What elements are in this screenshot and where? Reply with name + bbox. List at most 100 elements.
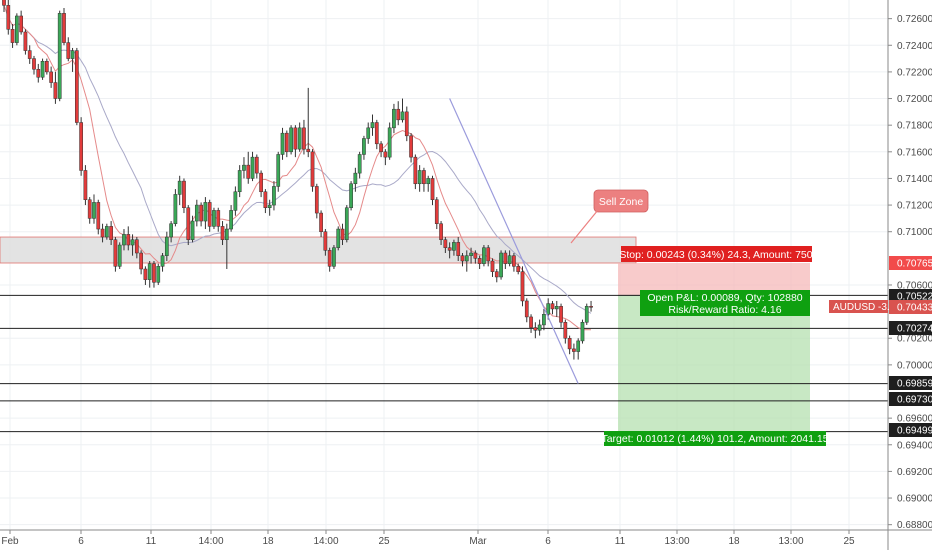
x-tick-label: 14:00 xyxy=(198,536,223,547)
candle xyxy=(259,170,263,198)
price-axis[interactable]: 0.72600 0.72400 0.72200 0.72000 0.71800 0.716… xyxy=(888,14,932,531)
candle-body xyxy=(289,127,293,153)
candle-body xyxy=(280,132,285,155)
candle xyxy=(430,175,435,206)
moving-average-fast xyxy=(3,5,592,331)
x-tick-label: 13:00 xyxy=(664,536,689,547)
candle-body xyxy=(143,268,148,280)
candle xyxy=(190,215,195,243)
candle xyxy=(460,253,465,267)
candle-body xyxy=(117,244,122,267)
candle-body xyxy=(413,156,418,185)
candle xyxy=(559,303,563,328)
candle xyxy=(567,335,572,355)
candle-body xyxy=(310,151,315,187)
candle xyxy=(143,266,148,285)
candle-body xyxy=(259,172,263,193)
x-tick-label: 18 xyxy=(728,536,740,547)
candle-body xyxy=(297,127,302,150)
candle-body xyxy=(23,31,28,51)
risk-area xyxy=(618,263,810,296)
candle-body xyxy=(203,202,208,222)
candle xyxy=(164,231,169,262)
candle-body xyxy=(164,236,169,256)
candle-body xyxy=(550,303,555,310)
candle-body xyxy=(327,250,332,267)
candle xyxy=(220,221,225,246)
candle-body xyxy=(87,199,92,219)
trendline[interactable] xyxy=(449,98,579,384)
candle-body xyxy=(340,228,345,240)
candle xyxy=(237,165,242,198)
candle xyxy=(10,23,15,48)
candle xyxy=(473,250,478,264)
candle-body xyxy=(109,226,113,240)
candle xyxy=(537,319,542,336)
price-label: 0.70765 xyxy=(897,259,932,270)
target-label-bg xyxy=(604,431,826,446)
candle xyxy=(507,250,512,267)
candle-body xyxy=(57,13,62,99)
time-axis[interactable]: Feb 6 11 14:00 18 14:00 25 Mar 6 11 13:00 18 13:00 25 xyxy=(1,530,855,547)
candle-body xyxy=(379,143,383,153)
short-position-tool[interactable] xyxy=(618,263,810,432)
candle xyxy=(370,114,375,136)
candle xyxy=(100,223,105,243)
sell-zone-callout[interactable]: Sell Zone xyxy=(570,189,649,244)
candle-body xyxy=(229,210,233,230)
candle xyxy=(404,106,409,142)
candle xyxy=(267,199,272,216)
candle-body xyxy=(66,42,71,59)
candle-body xyxy=(546,303,551,315)
y-tick-label: 0.69000 xyxy=(897,494,932,505)
candle-body xyxy=(520,271,525,302)
candle xyxy=(6,0,11,35)
candle-body xyxy=(409,135,413,158)
candle-body xyxy=(387,127,392,158)
candle xyxy=(15,13,19,46)
callout-box xyxy=(593,189,649,213)
y-tick-label: 0.71800 xyxy=(897,121,932,132)
candle xyxy=(426,175,431,192)
candle-body xyxy=(396,108,401,121)
candle-body xyxy=(366,127,371,139)
candle xyxy=(147,261,152,288)
candle xyxy=(104,223,109,240)
y-tick-label: 0.71400 xyxy=(897,174,932,185)
candle-body xyxy=(447,247,452,251)
price-label: 0.70433 xyxy=(897,303,932,314)
candle-body xyxy=(417,170,422,185)
candle xyxy=(203,197,208,230)
candle xyxy=(254,154,259,179)
y-tick-label: 0.70000 xyxy=(897,360,932,371)
candle-body xyxy=(524,300,529,318)
candle-body xyxy=(452,242,456,251)
price-label-bg xyxy=(889,321,932,335)
price-label-bg xyxy=(889,256,932,270)
candles xyxy=(2,0,593,360)
candle-body xyxy=(156,266,161,283)
candle-body xyxy=(199,204,203,222)
candle xyxy=(306,87,311,158)
candle xyxy=(392,103,396,134)
candle xyxy=(246,151,251,184)
candle xyxy=(207,199,212,232)
candle xyxy=(122,229,126,251)
candle-body xyxy=(15,15,19,43)
candle xyxy=(550,300,555,315)
candle-body xyxy=(567,337,572,350)
x-tick-label: 14:00 xyxy=(313,536,338,547)
candle-body xyxy=(464,255,469,262)
candle xyxy=(233,186,238,216)
price-label-bg xyxy=(889,289,932,303)
candle xyxy=(27,45,32,64)
candle-body xyxy=(422,170,426,185)
price-label-bg xyxy=(889,423,932,437)
candle-body xyxy=(79,122,83,171)
candle xyxy=(563,319,568,344)
candle-body xyxy=(362,138,366,155)
candle xyxy=(224,223,229,269)
x-tick-label: Mar xyxy=(469,536,487,547)
